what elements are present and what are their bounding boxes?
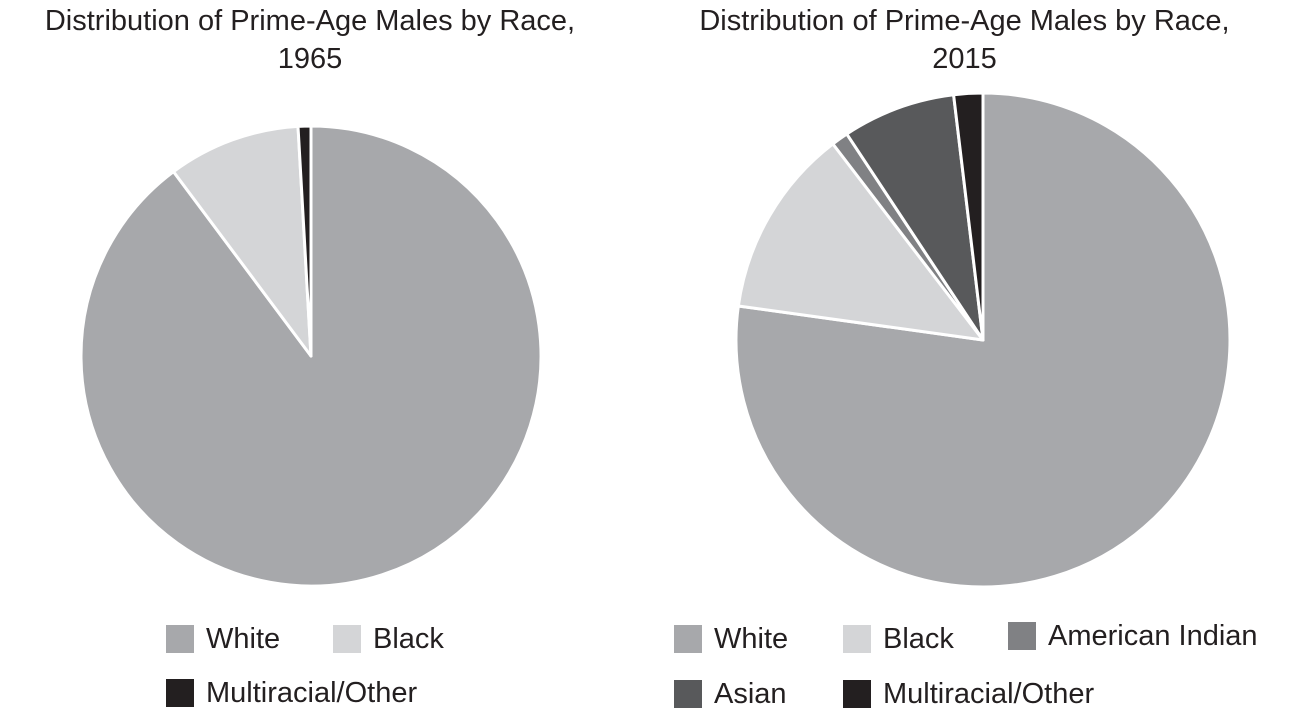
pie-plot-area [79, 124, 543, 588]
legend-swatch-white [674, 625, 702, 653]
legend-swatch-black [333, 625, 361, 653]
legend-item-asian: Asian [674, 676, 787, 712]
chart-title-line-2: 1965 [277, 43, 343, 75]
legend-item-white: White [166, 621, 280, 657]
legend-label-white: White [206, 623, 281, 655]
pie-chart-2015: Distribution of Prime-Age Males by Race,… [640, 0, 1289, 715]
legend-label-multiracial-other: Multiracial/Other [883, 678, 1095, 710]
legend-item-american-indian: American Indian [1008, 618, 1258, 654]
legend-swatch-multiracial-other [166, 679, 194, 707]
chart-title: Distribution of Prime-Age Males by Race,… [640, 2, 1289, 78]
legend-label-multiracial-other: Multiracial/Other [206, 677, 418, 709]
legend-swatch-asian [674, 680, 702, 708]
legend-swatch-white [166, 625, 194, 653]
legend-label-american-indian: American Indian [1048, 620, 1258, 652]
pie-slice-asian [845, 93, 985, 342]
pie-chart-1965: Distribution of Prime-Age Males by Race,… [0, 0, 620, 715]
chart-title-line-2: 2015 [932, 43, 997, 75]
pie-plot-area [734, 91, 1232, 589]
chart-title: Distribution of Prime-Age Males by Race,… [0, 2, 620, 78]
legend-label-asian: Asian [714, 678, 787, 710]
pie-slice-black [736, 142, 985, 342]
legend-item-multiracial-other: Multiracial/Other [166, 675, 417, 711]
chart-title-line-1: Distribution of Prime-Age Males by Race, [44, 5, 576, 37]
legend-item-black: Black [333, 621, 444, 657]
legend-label-black: Black [373, 623, 444, 655]
legend-label-black: Black [883, 623, 954, 655]
legend-item-multiracial-other: Multiracial/Other [843, 676, 1094, 712]
legend-swatch-multiracial-other [843, 680, 871, 708]
pie-slice-multiracial-other [296, 124, 313, 358]
legend-swatch-black [843, 625, 871, 653]
legend-item-white: White [674, 621, 788, 657]
chart-title-line-1: Distribution of Prime-Age Males by Race, [699, 5, 1230, 37]
pie-slice-multiracial-other [952, 91, 985, 342]
legend-swatch-american-indian [1008, 622, 1036, 650]
legend-label-white: White [714, 623, 789, 655]
legend-item-black: Black [843, 621, 954, 657]
pie-slice-black [171, 124, 313, 358]
